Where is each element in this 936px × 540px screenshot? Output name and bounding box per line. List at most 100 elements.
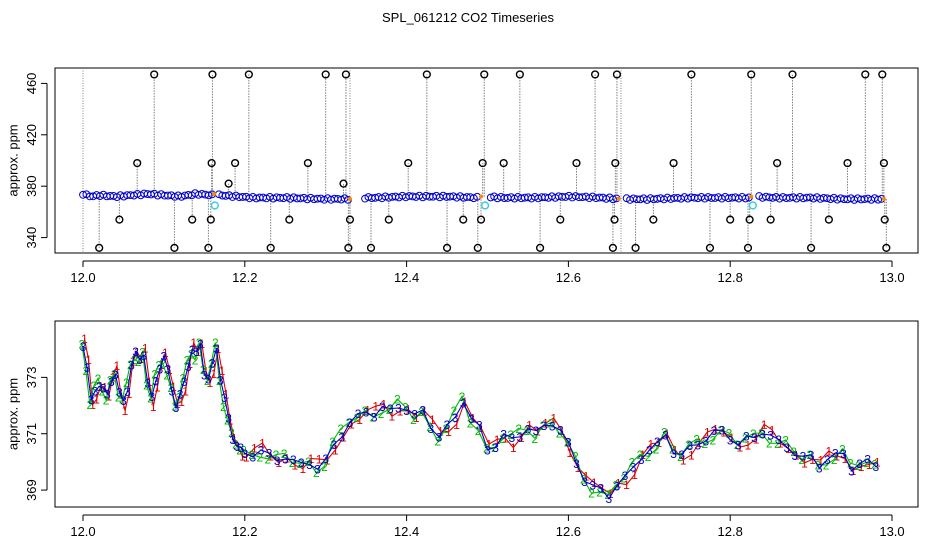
upper-x-tick-label: 13.0	[879, 270, 904, 285]
upper-x-tick-label: 12.4	[394, 270, 419, 285]
lower-series-3-point: 3	[444, 418, 451, 432]
upper-segment-end-point	[212, 192, 216, 196]
lower-plot-frame	[55, 321, 918, 507]
lower-series-3-point: 3	[379, 400, 386, 414]
lower-y-axis-label: approx. ppm	[5, 378, 20, 450]
lower-series-3-point: 3	[140, 349, 147, 363]
upper-x-tick-label: 12.6	[556, 270, 581, 285]
lower-series-3-point: 3	[124, 385, 131, 399]
upper-flag-point	[749, 202, 756, 209]
lower-series-3-point: 3	[274, 454, 281, 468]
lower-x-tick-label: 12.8	[718, 524, 743, 539]
upper-y-axis-label: approx. ppm	[5, 124, 20, 196]
lower-series-3-point: 3	[670, 447, 677, 461]
lower-series-3-point: 3	[112, 368, 119, 382]
lower-series-3-point: 3	[864, 452, 871, 466]
upper-flag-point	[482, 202, 489, 209]
lower-series-3-point: 3	[743, 430, 750, 444]
upper-segment-end-point	[348, 197, 352, 201]
lower-series-3-point: 3	[314, 463, 321, 477]
lower-x-tick-label: 12.2	[232, 524, 257, 539]
lower-x-tick-label: 12.4	[394, 524, 419, 539]
lower-series-3-point: 3	[606, 492, 613, 506]
upper-segment-end-point	[479, 195, 483, 199]
lower-series-3-point: 3	[371, 411, 378, 425]
lower-series-3-point: 3	[500, 427, 507, 441]
lower-series-3-point: 3	[638, 453, 645, 467]
lower-series-3-point: 3	[581, 475, 588, 489]
lower-series-3-point: 3	[565, 435, 572, 449]
lower-series-3-point: 3	[686, 439, 693, 453]
upper-main-series	[80, 190, 886, 204]
lower-series-3-point: 3	[549, 419, 556, 433]
lower-x-axis: 12.0 12.2 12.4 12.6 12.8 13.0	[70, 515, 904, 539]
upper-x-tick-label: 12.2	[232, 270, 257, 285]
lower-series-3-point: 3	[703, 435, 710, 449]
lower-series-3-point: 3	[339, 431, 346, 445]
lower-series-3-point: 3	[128, 359, 135, 373]
lower-series-3-point: 3	[197, 337, 204, 351]
lower-y-tick-label: 371	[24, 423, 39, 445]
lower-series-3-point: 3	[411, 407, 418, 421]
lower-series-3-point: 3	[622, 469, 629, 483]
upper-outlier-point	[537, 244, 544, 251]
upper-outlier-point	[205, 244, 212, 251]
upper-y-tick-label: 460	[24, 73, 39, 95]
lower-series-3-point: 3	[241, 447, 248, 461]
lower-panel: 12.0 12.2 12.4 12.6 12.8 13.0369371373approx.…	[5, 321, 918, 539]
lower-series-3-point: 3	[322, 452, 329, 466]
upper-plot-frame	[55, 68, 918, 253]
lower-series-3-point: 3	[209, 357, 216, 371]
lower-series-3-point: 3	[403, 404, 410, 418]
figure-title: SPL_061212 CO2 Timeseries	[382, 10, 554, 25]
lower-series-3-point: 3	[347, 416, 354, 430]
lower-series-3-point: 3	[282, 453, 289, 467]
upper-outlier-point	[592, 71, 599, 78]
lower-series-3-point: 3	[161, 350, 168, 364]
upper-segment-end-point	[617, 197, 621, 201]
lower-series-1-line	[85, 339, 878, 494]
lower-series-3-point: 3	[428, 422, 435, 436]
lower-series-3-point: 3	[84, 361, 91, 375]
lower-series-3-point: 3	[258, 444, 265, 458]
upper-flag-point	[211, 202, 218, 209]
lower-series-3-point: 3	[205, 373, 212, 387]
lower-series-3-point: 3	[630, 461, 637, 475]
upper-outliers	[96, 71, 890, 251]
lower-series-3-point: 3	[751, 431, 758, 445]
upper-outlier-point	[611, 216, 618, 223]
lower-series-3-point: 3	[460, 397, 467, 411]
lower-series-3-point: 3	[395, 402, 402, 416]
lower-series-3-point: 3	[719, 423, 726, 437]
upper-y-tick-label: 420	[24, 124, 39, 146]
lower-series-3-point: 3	[783, 441, 790, 455]
lower-series-3-point: 3	[217, 373, 224, 387]
lower-series-3-point: 3	[436, 430, 443, 444]
lower-series-3-point: 3	[517, 430, 524, 444]
lower-x-tick-label: 13.0	[879, 524, 904, 539]
upper-y-tick-label: 380	[24, 175, 39, 197]
lower-series-3-point: 3	[792, 449, 799, 463]
lower-series-3-point: 3	[832, 446, 839, 460]
lower-series-3-point: 3	[508, 431, 515, 445]
lower-series-3-point: 3	[492, 441, 499, 455]
lower-series-3-point: 3	[144, 377, 151, 391]
lower-series-3-point: 3	[266, 447, 273, 461]
upper-outlier-point	[208, 160, 215, 167]
lower-series-3-point: 3	[355, 407, 362, 421]
lower-series-3-point: 3	[646, 444, 653, 458]
upper-panel: 12.0 12.2 12.4 12.6 12.8 13.0340380420460appr…	[5, 68, 918, 285]
lower-series-3-point: 3	[185, 360, 192, 374]
upper-outlier-point	[134, 160, 141, 167]
lower-series-3-point: 3	[614, 479, 621, 493]
lower-series-3-point: 3	[221, 391, 228, 405]
lower-series-3-point: 3	[225, 411, 232, 425]
upper-segment-end-point	[882, 197, 886, 201]
upper-x-tick-label: 12.0	[70, 270, 95, 285]
lower-series-3-point: 3	[589, 478, 596, 492]
lower-series-3-point: 3	[872, 460, 879, 474]
lower-series-3-point: 3	[840, 447, 847, 461]
lower-series-3-point: 3	[250, 450, 257, 464]
upper-y-axis: 340380420460approx. ppm	[5, 73, 47, 249]
lower-series-3-point: 3	[298, 456, 305, 470]
